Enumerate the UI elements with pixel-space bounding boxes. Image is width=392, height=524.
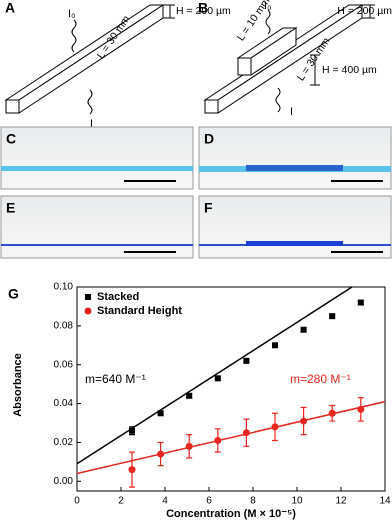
channel-image	[1, 166, 193, 171]
point	[185, 442, 193, 450]
panel-label: B	[198, 0, 208, 16]
point	[272, 342, 278, 349]
photos	[0, 126, 392, 259]
point	[157, 410, 164, 417]
point	[357, 299, 364, 306]
point	[328, 409, 336, 417]
light-in	[265, 9, 271, 35]
plot-frame	[76, 286, 386, 492]
x-tick-label: 2	[118, 496, 124, 507]
label: I₀	[68, 8, 76, 20]
y-tick-label: 0.08	[54, 320, 74, 331]
channel-image	[1, 244, 193, 246]
x-tick-label: 8	[250, 496, 256, 507]
point	[214, 375, 221, 382]
light-in	[71, 19, 77, 53]
label: I	[290, 106, 293, 118]
y-tick-label: 0.04	[54, 398, 74, 409]
point	[300, 417, 308, 425]
panel-label: D	[204, 131, 214, 147]
y-tick-label: 0.00	[54, 476, 74, 487]
label: H = 200 µm	[176, 5, 231, 17]
legend-label: Stacked	[97, 291, 139, 303]
x-tick-label: 4	[162, 496, 168, 507]
panel-label: A	[5, 0, 15, 16]
channel-image	[246, 165, 343, 171]
y-axis-label: Absorbance	[12, 353, 24, 417]
x-tick-label: 12	[335, 496, 347, 507]
point	[271, 423, 279, 431]
panel-a	[4, 4, 175, 115]
stack-end	[237, 57, 252, 76]
photo	[198, 126, 392, 190]
channel-end	[204, 99, 219, 114]
panel-label: G	[8, 286, 19, 302]
point	[357, 405, 365, 413]
point	[129, 427, 135, 434]
point	[243, 357, 250, 364]
point	[128, 466, 136, 474]
label: I	[90, 118, 93, 130]
x-tick-label: 14	[379, 496, 391, 507]
photo	[198, 195, 392, 259]
x-tick-label: 6	[206, 496, 212, 507]
label: H = 200 µm	[337, 5, 392, 17]
label: I₀	[264, 0, 272, 12]
y-tick-label: 0.10	[54, 282, 74, 293]
point	[157, 450, 165, 458]
channel-end	[5, 99, 20, 114]
photo	[0, 195, 194, 259]
legend-marker	[85, 294, 91, 300]
channel-top	[4, 4, 165, 101]
legend-label: Standard Height	[97, 305, 182, 317]
panel-label: C	[6, 131, 16, 147]
annotation: m=280 M⁻¹	[290, 372, 351, 386]
label: L = 10 mm	[235, 0, 273, 43]
light-out	[275, 87, 281, 113]
channel-image	[246, 241, 343, 246]
point	[242, 429, 250, 437]
fit-line	[76, 286, 353, 465]
fit-line	[76, 400, 386, 475]
legend-marker	[84, 307, 92, 315]
point	[186, 392, 193, 399]
annotation: m=640 M⁻¹	[85, 372, 146, 386]
light-out	[87, 89, 93, 115]
point	[300, 326, 307, 333]
point	[214, 436, 222, 444]
x-axis-label: Concentration (M × 10⁻⁵)	[166, 508, 296, 520]
y-tick-label: 0.06	[54, 359, 74, 370]
panel-label: E	[6, 200, 15, 216]
photo	[0, 126, 194, 190]
x-tick-label: 10	[291, 496, 303, 507]
panel-b	[203, 4, 375, 114]
point	[329, 313, 336, 320]
x-tick-label: 0	[74, 496, 80, 507]
panel-label: F	[204, 200, 213, 216]
label: H = 400 µm	[322, 64, 377, 76]
y-tick-label: 0.02	[54, 437, 74, 448]
